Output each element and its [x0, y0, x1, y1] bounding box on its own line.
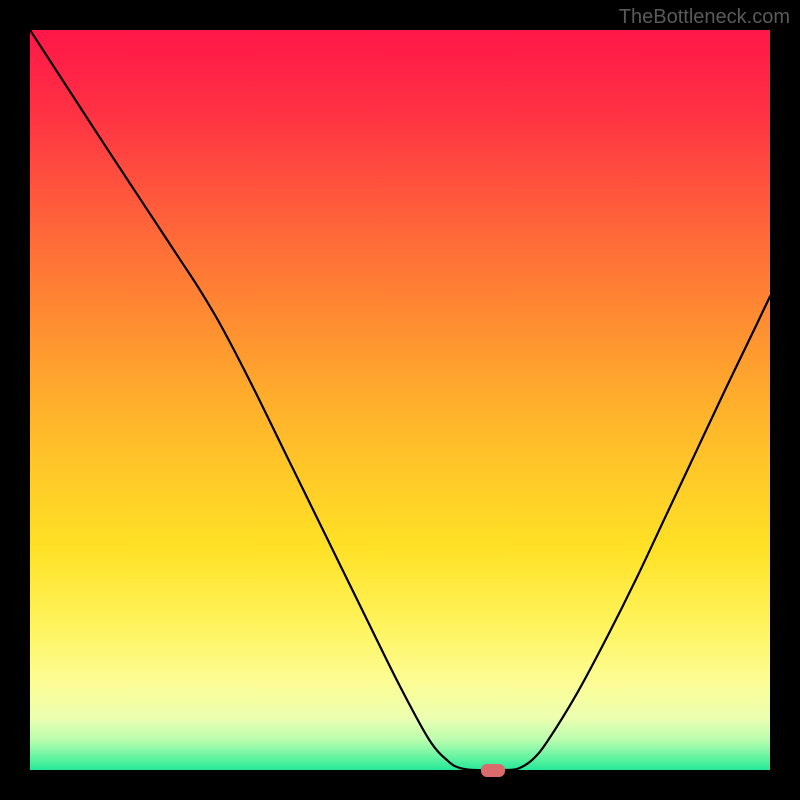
optimal-marker	[481, 764, 505, 777]
bottleneck-curve	[30, 30, 770, 770]
chart-container: TheBottleneck.com	[0, 0, 800, 800]
plot-area	[30, 30, 770, 770]
attribution-text: TheBottleneck.com	[619, 6, 790, 29]
